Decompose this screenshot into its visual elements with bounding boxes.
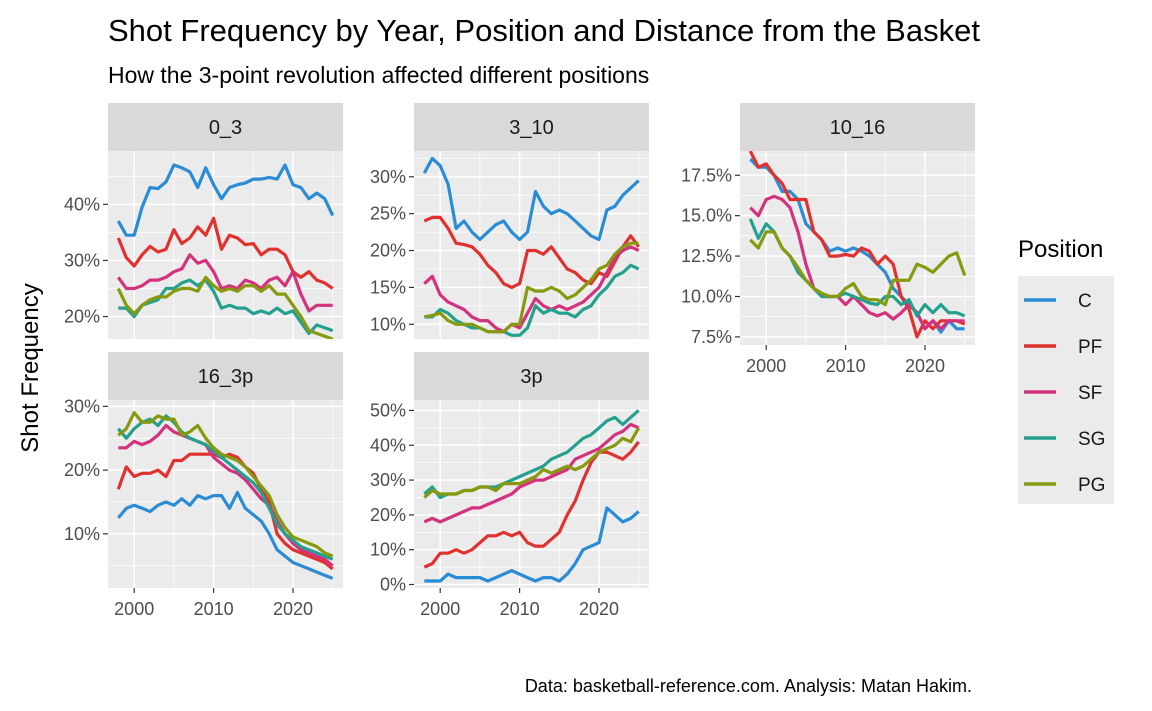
legend-label: C <box>1078 291 1092 312</box>
x-tick-label: 2010 <box>826 356 866 376</box>
facet-strip-label: 3p <box>520 366 542 388</box>
series-line-sf <box>116 253 333 313</box>
x-tick-label: 2000 <box>114 599 154 619</box>
y-tick-label: 25% <box>370 204 406 224</box>
x-tick-label: 2000 <box>420 599 460 619</box>
y-tick-label: 10.0% <box>681 287 732 307</box>
y-tick-label: 0% <box>380 575 406 595</box>
y-tick-label: 30% <box>64 250 100 270</box>
series-lines <box>116 163 335 339</box>
y-tick-label: 10% <box>370 540 406 560</box>
x-tick-label: 2010 <box>194 599 234 619</box>
series-line-c <box>117 490 334 580</box>
series-line-pg <box>117 411 334 558</box>
x-tick-label: 2010 <box>500 599 540 619</box>
series-line-c <box>422 156 640 242</box>
series-lines <box>422 156 640 337</box>
y-tick-label: 10% <box>64 524 100 544</box>
legend-item-sf: SF <box>1024 383 1102 404</box>
series-lines <box>116 411 334 580</box>
y-tick-label: 20% <box>370 505 406 525</box>
chart-subtitle: How the 3-point revolution affected diff… <box>108 62 649 88</box>
facet-strip <box>108 352 343 400</box>
series-lines <box>748 151 967 339</box>
series-line-pg <box>116 275 334 339</box>
facet-strip-label: 0_3 <box>209 117 242 139</box>
gridlines <box>414 151 649 339</box>
series-line-sf <box>118 423 334 567</box>
gridlines <box>414 400 649 588</box>
legend-title: Position <box>1018 236 1103 263</box>
series-line-pg <box>749 230 967 307</box>
series-line-sf <box>423 422 640 524</box>
legend-label: PF <box>1078 337 1102 358</box>
y-tick-label: 30% <box>370 470 406 490</box>
series-line-pf <box>423 215 640 289</box>
y-tick-label: 30% <box>370 167 406 187</box>
series-line-sf <box>423 245 640 334</box>
x-tick-label: 2020 <box>273 599 313 619</box>
y-tick-label: 40% <box>64 194 100 214</box>
series-line-pg <box>423 427 641 499</box>
legend-item-pf: PF <box>1024 337 1102 358</box>
series-line-c <box>116 163 335 237</box>
legend-label: PG <box>1078 475 1105 496</box>
facet-panel-10-16: 10_16 7.5% 10.0% 12.5% 15.0% 17.5% 2000 2010 202… <box>681 103 975 376</box>
legend-item-sg: SG <box>1024 429 1105 450</box>
legend-items: C PF SF SG PG <box>1024 291 1105 496</box>
y-tick-label: 30% <box>64 396 100 416</box>
series-line-sg <box>117 414 334 561</box>
facet-panel-0-3: 0_3 20% 30% 40% <box>64 103 343 339</box>
y-tick-label: 10% <box>370 314 406 334</box>
y-tick-label: 15.0% <box>681 206 732 226</box>
x-tick-label: 2020 <box>905 356 945 376</box>
x-tick-label: 2020 <box>579 599 619 619</box>
y-axis-title: Shot Frequency <box>17 283 44 452</box>
y-tick-label: 15% <box>370 277 406 297</box>
y-tick-label: 7.5% <box>691 327 732 347</box>
legend-key-background <box>1018 276 1114 504</box>
y-tick-label: 20% <box>64 307 100 327</box>
legend-label: SF <box>1078 383 1102 404</box>
facet-panel-16-3p: 16_3p 10% 20% 30% 2000 2010 2020 <box>64 352 343 619</box>
chart-title: Shot Frequency by Year, Position and Dis… <box>108 13 980 48</box>
plot-background <box>108 400 343 588</box>
series-line-c <box>424 506 640 583</box>
y-tick-label: 17.5% <box>681 165 732 185</box>
series-line-pf <box>423 440 640 569</box>
gridlines <box>740 151 975 345</box>
series-lines <box>423 409 641 583</box>
legend-label: SG <box>1078 429 1105 450</box>
facet-panel-3p: 3p 0% 10% 20% 30% 40% 50% 2000 2010 2020 <box>370 352 649 619</box>
facet-strip <box>740 103 975 151</box>
facet-strip <box>414 352 649 400</box>
series-line-sg <box>424 263 640 337</box>
legend-item-pg: PG <box>1024 475 1105 496</box>
caption: Data: basketball-reference.com. Analysis… <box>525 676 972 696</box>
y-tick-label: 40% <box>370 435 406 455</box>
y-tick-label: 20% <box>64 460 100 480</box>
facet-strip-label: 16_3p <box>198 366 254 388</box>
gridlines <box>108 400 343 588</box>
facet-panel-3-10: 3_10 10% 15% 20% 25% 30% <box>370 103 649 339</box>
y-tick-label: 20% <box>370 241 406 261</box>
facet-strip-label: 10_16 <box>830 117 886 139</box>
series-line-pg <box>424 241 639 334</box>
facet-strip <box>414 103 649 151</box>
y-tick-label: 50% <box>370 400 406 420</box>
y-tick-label: 12.5% <box>681 246 732 266</box>
plot-background <box>414 151 649 339</box>
facet-strip <box>108 103 343 151</box>
legend: Position C PF SF SG PG <box>1018 236 1114 504</box>
x-tick-label: 2000 <box>746 356 786 376</box>
series-line-sg <box>118 278 334 335</box>
facet-strip-label: 3_10 <box>509 117 554 139</box>
series-line-sf <box>749 194 965 331</box>
legend-item-c: C <box>1024 291 1092 312</box>
facet-panels: 0_3 20% 30% 40% 3_10 10% 15% 20% 25% 30% 10_16 7.5%… <box>64 103 975 619</box>
series-line-pf <box>116 216 334 290</box>
